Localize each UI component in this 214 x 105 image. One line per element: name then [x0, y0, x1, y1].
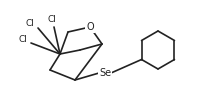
Text: Cl: Cl	[19, 35, 27, 45]
Text: O: O	[86, 22, 94, 32]
Text: Se: Se	[99, 68, 111, 78]
Text: Cl: Cl	[25, 18, 34, 28]
Text: Cl: Cl	[48, 16, 56, 24]
